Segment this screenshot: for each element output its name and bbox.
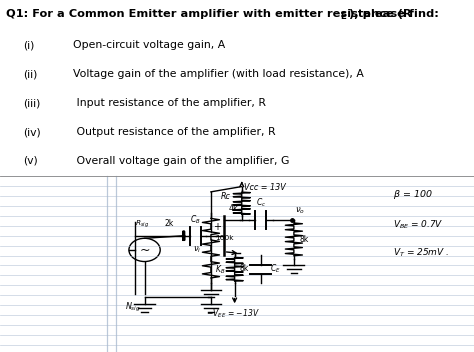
Text: Overall voltage gain of the amplifier, G: Overall voltage gain of the amplifier, G	[73, 156, 290, 166]
Text: Vcc = 13V: Vcc = 13V	[244, 183, 286, 192]
Text: $N_{sig}$: $N_{sig}$	[125, 301, 141, 314]
Text: E: E	[340, 12, 346, 21]
Text: (i): (i)	[23, 40, 34, 50]
Text: $V_{BE}$ = 0.7V: $V_{BE}$ = 0.7V	[393, 218, 443, 231]
Text: $\nu_i$: $\nu_i$	[193, 245, 201, 255]
Text: $C_B$: $C_B$	[190, 213, 201, 226]
Text: 2k: 2k	[165, 219, 174, 228]
Text: 100k: 100k	[215, 234, 233, 241]
Text: (iii): (iii)	[23, 98, 40, 108]
Text: ~: ~	[139, 244, 150, 256]
Text: (iv): (iv)	[23, 127, 40, 137]
Text: Voltage gain of the amplifier (with load resistance), A: Voltage gain of the amplifier (with load…	[73, 69, 365, 79]
Text: $\beta$ = 100: $\beta$ = 100	[393, 188, 433, 201]
Text: Output resistance of the amplifier, R: Output resistance of the amplifier, R	[73, 127, 276, 137]
Text: $K_B$: $K_B$	[215, 263, 225, 276]
Text: $R_{sig}$: $R_{sig}$	[135, 218, 149, 230]
Text: ), please find:: ), please find:	[349, 9, 439, 19]
Text: 4k: 4k	[228, 204, 238, 213]
Text: $C_c$: $C_c$	[255, 197, 266, 209]
Text: $C_E$: $C_E$	[270, 262, 281, 275]
Text: +: +	[213, 222, 221, 232]
Text: (v): (v)	[23, 156, 37, 166]
Text: (ii): (ii)	[23, 69, 37, 79]
Text: Q1: For a Common Emitter amplifier with emitter resistance (R: Q1: For a Common Emitter amplifier with …	[6, 9, 411, 19]
Text: $V_T$ = 25mV .: $V_T$ = 25mV .	[393, 246, 450, 259]
Text: $-$V$_{EE}$ = $-$13V: $-$V$_{EE}$ = $-$13V	[206, 308, 260, 321]
Text: Rc: Rc	[220, 192, 230, 201]
Text: Input resistance of the amplifier, R: Input resistance of the amplifier, R	[73, 98, 266, 108]
Text: Open-circuit voltage gain, A: Open-circuit voltage gain, A	[73, 40, 226, 50]
Text: 8k: 8k	[239, 264, 249, 273]
Text: 8k: 8k	[300, 235, 309, 244]
Text: $\nu_o$: $\nu_o$	[295, 206, 305, 216]
